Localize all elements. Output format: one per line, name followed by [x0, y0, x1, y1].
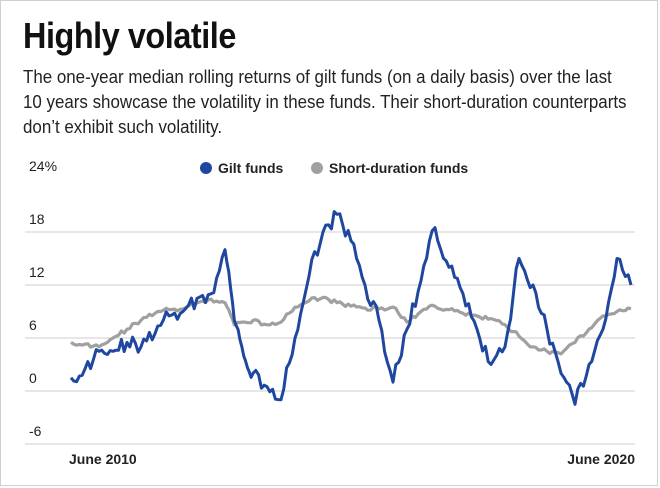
y-tick-label: 24%: [29, 158, 57, 174]
x-tick-label-start: June 2010: [69, 451, 137, 467]
legend-swatch: [200, 162, 212, 174]
grid: [25, 231, 635, 445]
chart-title: Highly volatile: [23, 15, 236, 56]
legend-label: Gilt funds: [218, 160, 284, 176]
legend-label: Short-duration funds: [329, 160, 468, 176]
y-tick-label: 18: [29, 211, 45, 227]
y-tick-label: -6: [29, 423, 42, 439]
series-lines: [69, 210, 633, 406]
y-axis-ticks: 24% 18 12 6 0 -6: [29, 158, 57, 439]
legend: Gilt funds Short-duration funds: [200, 160, 468, 176]
chart-subtitle: The one-year median rolling returns of g…: [23, 67, 627, 137]
x-tick-label-end: June 2020: [567, 451, 635, 467]
x-axis-ticks: June 2010 June 2020: [69, 451, 635, 467]
series-line-gilt-funds: [69, 210, 633, 406]
y-tick-label: 12: [29, 264, 45, 280]
y-tick-label: 6: [29, 317, 37, 333]
legend-swatch: [311, 162, 323, 174]
series-line-short-duration-funds: [70, 295, 632, 356]
y-tick-label: 0: [29, 370, 37, 386]
